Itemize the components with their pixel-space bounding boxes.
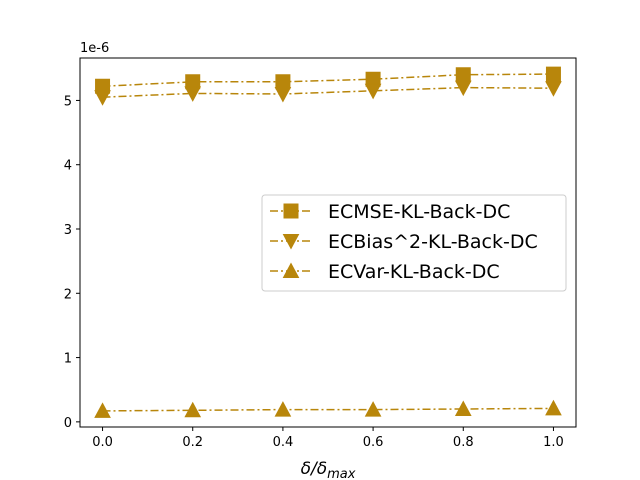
y-offset-label: 1e-6 xyxy=(80,41,109,56)
series-1-point-2 xyxy=(274,87,292,103)
series-1-point-1 xyxy=(184,86,202,102)
x-axis-ticks: 0.0 0.2 0.4 0.6 0.8 1.0 xyxy=(92,427,564,450)
plot-frame xyxy=(79,57,577,428)
legend-label-1: ECBias^2-KL-Back-DC xyxy=(328,231,538,253)
y-tick-label: 4 xyxy=(64,159,72,174)
series-2-point-0 xyxy=(94,402,111,418)
series-line-2 xyxy=(102,407,554,412)
y-tick-label: 1 xyxy=(64,352,72,367)
legend-label-0: ECMSE-KL-Back-DC xyxy=(328,201,510,223)
x-tick-label: 0.2 xyxy=(182,435,203,450)
series-1-point-4 xyxy=(454,80,472,97)
series-line-0 xyxy=(102,73,554,88)
series-layer xyxy=(94,66,562,418)
x-tick-label: 0.4 xyxy=(273,435,294,450)
x-axis-label: δ/δmax xyxy=(301,459,356,480)
legend-marker-0 xyxy=(283,203,299,219)
x-tick-label: 1.0 xyxy=(543,435,564,450)
series-0-point-4 xyxy=(455,67,471,83)
x-tick-label: 0.6 xyxy=(363,435,384,450)
legend-label-2: ECVar-KL-Back-DC xyxy=(328,261,500,283)
y-tick-label: 2 xyxy=(64,287,72,302)
legend-marker-1 xyxy=(282,234,300,250)
series-1-point-3 xyxy=(364,83,382,100)
x-tick-label: 0.0 xyxy=(92,435,113,450)
x-axis-label-sub: max xyxy=(327,467,356,480)
x-axis-label-main: δ/δ xyxy=(301,459,328,479)
series-0-point-0 xyxy=(95,78,111,94)
series-2-point-5 xyxy=(545,399,562,416)
y-axis-ticks: 0 1 2 3 4 5 xyxy=(64,94,80,431)
series-line-1 xyxy=(102,86,554,98)
series-2-point-1 xyxy=(184,401,202,418)
legend: ECMSE-KL-Back-DC ECBias^2-KL-Back-DC ECVar… xyxy=(261,194,567,292)
legend-marker-2 xyxy=(282,262,300,278)
series-2-point-2 xyxy=(274,401,292,417)
series-2-point-4 xyxy=(454,400,472,416)
series-0-point-2 xyxy=(275,74,291,90)
y-tick-label: 5 xyxy=(64,94,72,109)
legend-box xyxy=(261,194,567,292)
series-1-point-5 xyxy=(545,81,562,97)
x-tick-label: 0.8 xyxy=(453,435,474,450)
series-2-point-3 xyxy=(364,401,382,417)
y-tick-label: 3 xyxy=(64,223,72,238)
y-tick-label: 0 xyxy=(64,416,72,431)
series-1-point-0 xyxy=(94,90,111,106)
series-0-point-5 xyxy=(545,66,561,82)
